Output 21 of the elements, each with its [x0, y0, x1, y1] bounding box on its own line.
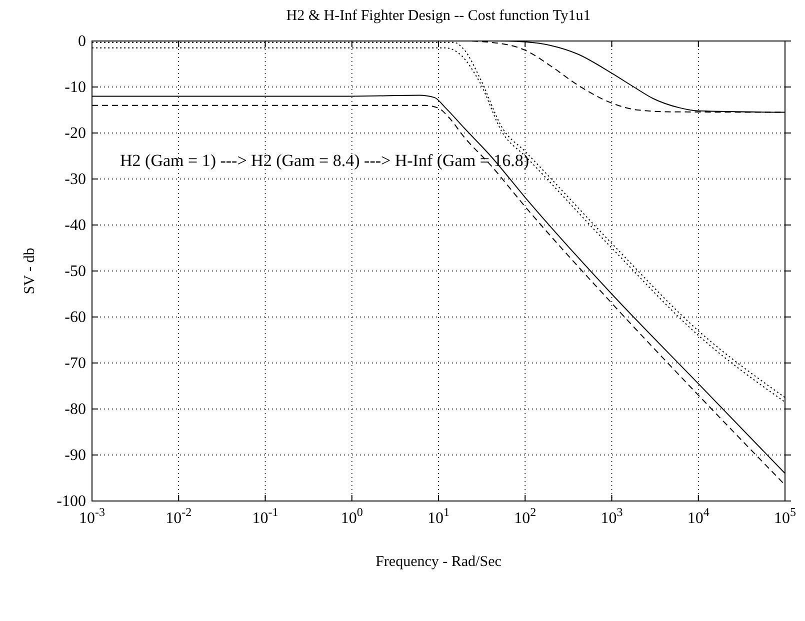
y-tick-label: -90: [64, 447, 86, 464]
x-tick-label: 10$^{3}$: [600, 505, 623, 527]
x-tick-label: 10$^{-1}$: [252, 505, 278, 527]
x-tick-label: 10$^{5}$: [774, 505, 796, 527]
y-tick-label: -70: [64, 355, 86, 372]
x-tick-label: 10$^{2}$: [514, 505, 536, 527]
y-axis-title: SV - db: [22, 248, 38, 294]
x-tick-label: 10$^{1}$: [428, 505, 450, 527]
x-tick-label: 10$^{-2}$: [166, 505, 192, 527]
chart-title: H2 & H-Inf Fighter Design -- Cost function Ty1u1: [286, 8, 591, 24]
y-tick-label: -50: [64, 263, 86, 280]
y-tick-label: -60: [64, 309, 86, 326]
y-tick-label: -30: [64, 171, 86, 188]
y-tick-label: -80: [64, 401, 86, 418]
y-tick-label: -10: [64, 79, 86, 96]
x-tick-label: 10$^{4}$: [687, 505, 710, 527]
y-tick-label: -20: [64, 125, 86, 142]
y-tick-label: 0: [78, 33, 86, 50]
y-tick-label: -40: [64, 217, 86, 234]
x-axis-title: Frequency - Rad/Sec: [376, 554, 502, 570]
x-tick-label: 10$^{0}$: [340, 505, 363, 527]
